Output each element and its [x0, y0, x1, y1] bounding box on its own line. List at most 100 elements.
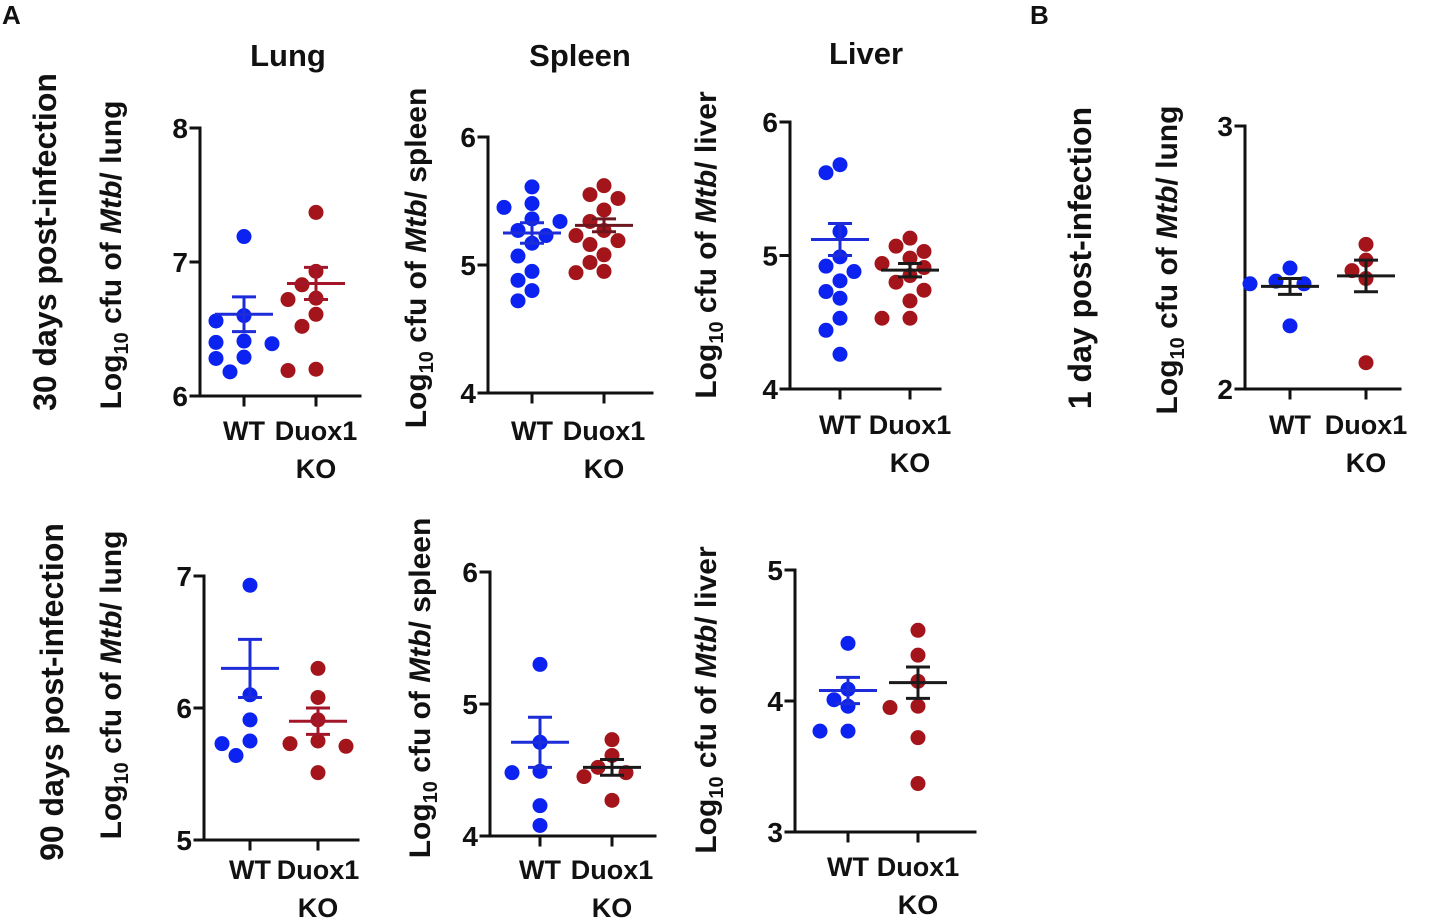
data-point: [242, 712, 258, 728]
y-tick-label: 5: [462, 689, 478, 720]
data-point: [1282, 260, 1298, 276]
data-point: [524, 179, 540, 195]
y-axis-label-subscript: 10: [111, 762, 133, 784]
data-point: [888, 238, 904, 254]
y-tick-label: 3: [1217, 111, 1233, 142]
data-point: [818, 165, 834, 181]
y-axis-label-text: cfu of: [400, 253, 433, 351]
y-tick-label: 5: [762, 241, 778, 272]
data-point: [604, 732, 620, 748]
data-point: [510, 222, 526, 238]
data-point: [524, 283, 540, 299]
data-point: [310, 765, 326, 781]
data-point: [910, 622, 926, 638]
data-point: [264, 336, 280, 352]
y-axis-label: Log10 cfu of Mtb/ lung: [95, 531, 133, 840]
data-point: [1358, 236, 1374, 252]
data-point: [236, 229, 252, 245]
data-point: [568, 265, 584, 281]
y-axis-label-text: cfu of: [95, 664, 128, 762]
y-axis-label-subscript: 10: [416, 351, 438, 373]
y-axis-label-log: Log: [400, 373, 433, 428]
data-point: [832, 273, 848, 289]
y-axis-label-log: Log: [95, 354, 128, 409]
data-point: [902, 250, 918, 266]
y-axis-label-organism: Mtb: [690, 170, 723, 223]
data-point: [874, 310, 890, 326]
data-point: [832, 310, 848, 326]
data-point: [910, 647, 926, 663]
y-axis-label-organ: / liver: [690, 91, 723, 170]
y-axis-label-organ: / lung: [95, 101, 128, 181]
y-axis-label-subscript: 10: [1167, 337, 1189, 359]
chart-1: Lung 8 7 6 Log10 cfu of Mtb/ lung WT Duox1 KO: [95, 38, 362, 484]
y-axis-label-organ: / spleen: [404, 518, 437, 630]
data-point: [916, 282, 932, 298]
y-tick-label: 6: [460, 122, 476, 153]
data-point: [832, 290, 848, 306]
data-point: [280, 363, 296, 379]
y-axis-label-log: Log: [690, 799, 723, 854]
data-point: [910, 698, 926, 714]
data-point: [812, 723, 828, 739]
data-point: [208, 313, 224, 329]
chart-7: 5 4 3 Log10 cfu of Mtb/ liver WT Duox1 KO: [690, 546, 977, 920]
y-axis-label-text: cfu of: [404, 683, 437, 781]
panel-label-b: B: [1030, 0, 1049, 30]
y-axis-label-log: Log: [1151, 359, 1184, 414]
y-tick-label: 5: [176, 825, 192, 856]
data-point: [532, 798, 548, 814]
data-point: [1242, 276, 1258, 292]
y-axis-label-subscript: 10: [706, 321, 728, 343]
y-axis-label-log: Log: [404, 803, 437, 858]
data-point: [1344, 263, 1360, 279]
y-axis-label-organism: Mtb: [404, 629, 437, 682]
data-point: [874, 256, 890, 272]
y-axis-label-organ: / lung: [1151, 106, 1184, 186]
data-point: [568, 228, 584, 244]
data-point: [552, 213, 568, 229]
data-point: [818, 258, 834, 274]
data-point: [208, 350, 224, 366]
y-axis-label: Log10 cfu of Mtb/ lung: [95, 101, 133, 410]
data-point: [610, 233, 626, 249]
data-point: [280, 292, 296, 308]
data-point: [832, 346, 848, 362]
data-point: [604, 792, 620, 808]
y-axis-label: Log10 cfu of Mtb/ lung: [1151, 106, 1189, 415]
y-tick-label: 2: [1217, 374, 1233, 405]
y-tick-label: 3: [767, 817, 783, 848]
category-label: WT: [1269, 410, 1311, 440]
data-point: [228, 748, 244, 764]
y-axis-label-subscript: 10: [706, 776, 728, 798]
y-tick-label: 7: [172, 247, 188, 278]
category-label: KO: [592, 893, 633, 923]
chart-title: Lung: [250, 38, 326, 73]
category-label: WT: [511, 416, 553, 446]
data-point: [596, 202, 612, 218]
y-axis-label-log: Log: [95, 784, 128, 839]
data-point: [524, 263, 540, 279]
y-axis-label-log: Log: [690, 344, 723, 399]
category-label: WT: [223, 416, 265, 446]
chart-title: Spleen: [529, 38, 631, 73]
panel-label-a: A: [2, 0, 21, 30]
data-point: [532, 817, 548, 833]
data-point: [910, 730, 926, 746]
y-axis-label-text: cfu of: [95, 234, 128, 332]
data-point: [610, 190, 626, 206]
data-point: [236, 333, 252, 349]
y-tick-label: 4: [460, 378, 476, 409]
data-point: [840, 635, 856, 651]
data-point: [496, 199, 512, 215]
category-label: WT: [827, 852, 869, 882]
data-point: [538, 228, 554, 244]
category-label: Duox1: [869, 410, 952, 440]
data-point: [294, 318, 310, 334]
data-point: [310, 689, 326, 705]
y-axis-label: Log10 cfu of Mtb/ spleen: [400, 88, 438, 429]
category-label: KO: [298, 893, 339, 923]
category-label: WT: [519, 855, 561, 885]
data-point: [242, 733, 258, 749]
